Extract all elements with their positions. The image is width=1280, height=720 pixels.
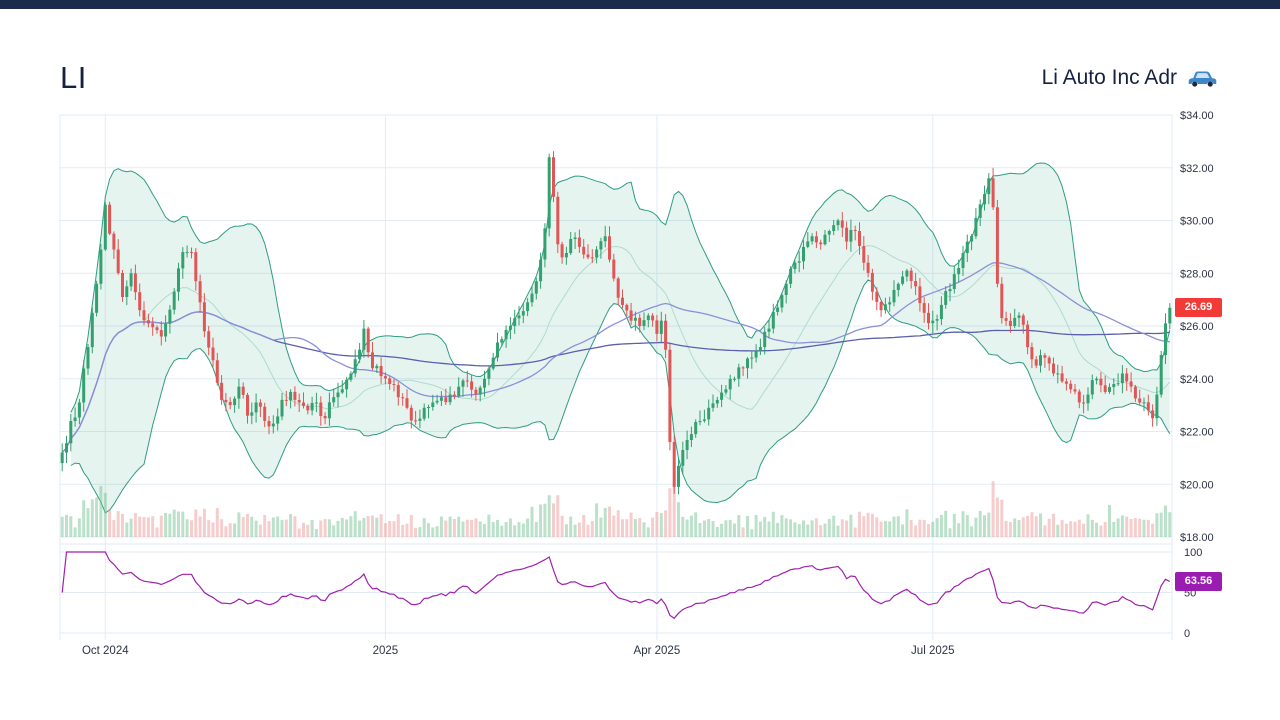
car-icon [1188, 71, 1217, 87]
svg-text:Oct 2024: Oct 2024 [82, 645, 129, 657]
ma-lines-layer [61, 262, 1170, 454]
svg-text:$18.00: $18.00 [1180, 532, 1214, 544]
car-wheel-right [1207, 81, 1213, 87]
symbol-title: LI [60, 60, 87, 95]
svg-text:$30.00: $30.00 [1180, 216, 1214, 228]
svg-text:$34.00: $34.00 [1180, 110, 1214, 122]
company-header: Li Auto Inc Adr [1042, 66, 1218, 90]
svg-text:$24.00: $24.00 [1180, 374, 1214, 386]
svg-text:$26.00: $26.00 [1180, 321, 1214, 333]
svg-text:Apr 2025: Apr 2025 [634, 645, 681, 657]
bollinger-band-layer [70, 162, 1171, 514]
svg-text:0: 0 [1184, 628, 1190, 640]
svg-text:$32.00: $32.00 [1180, 163, 1214, 175]
car-windshield [1195, 73, 1210, 78]
svg-text:100: 100 [1184, 547, 1202, 559]
last-price-badge: 26.69 [1175, 297, 1222, 317]
grid-layer [59, 114, 1173, 640]
svg-text:Jul 2025: Jul 2025 [911, 645, 954, 657]
x-axis-labels: Oct 2024 2025 Apr 2025 Jul 2025 [82, 645, 955, 657]
svg-text:$28.00: $28.00 [1180, 268, 1214, 280]
candles-layer [60, 151, 1172, 495]
svg-text:$22.00: $22.00 [1180, 427, 1214, 439]
y-axis-labels: $34.00 $32.00 $30.00 $28.00 $26.00 $24.00 $22.… [1180, 110, 1214, 640]
svg-text:$20.00: $20.00 [1180, 479, 1214, 491]
rsi-value-badge: 63.56 [1175, 571, 1222, 591]
rsi-pane [61, 551, 1171, 620]
rsi-line [61, 551, 1171, 620]
company-name: Li Auto Inc Adr [1041, 66, 1177, 89]
volume-layer [60, 481, 1172, 537]
top-accent-bar [0, 0, 1280, 9]
car-wheel-left [1192, 81, 1198, 87]
svg-text:2025: 2025 [373, 645, 399, 657]
